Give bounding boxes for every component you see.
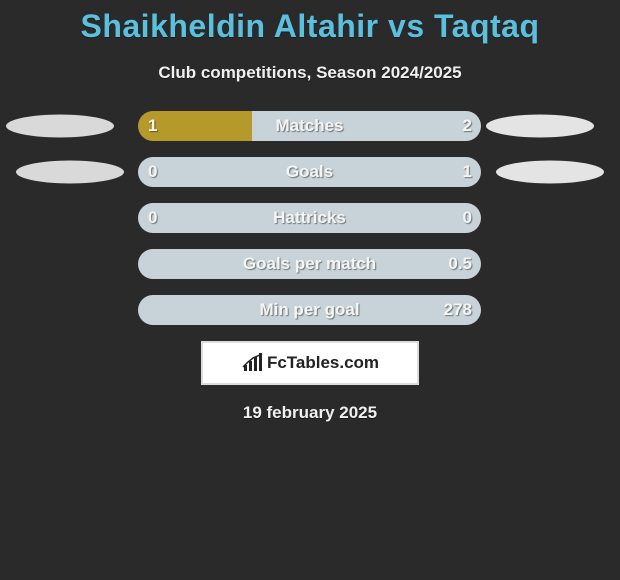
page-subtitle: Club competitions, Season 2024/2025 (0, 63, 620, 83)
player-right-marker (496, 161, 604, 184)
page-title: Shaikheldin Altahir vs Taqtaq (0, 0, 620, 45)
stat-bar-right (138, 157, 481, 187)
player-left-marker (6, 115, 114, 138)
stat-row: Hattricks00 (0, 203, 620, 233)
stat-bar-left (138, 111, 252, 141)
stat-row: Goals per match0.5 (0, 249, 620, 279)
stat-bar (138, 203, 481, 233)
stat-row: Min per goal278 (0, 295, 620, 325)
stat-bar-right (138, 203, 481, 233)
stat-row: Goals01 (0, 157, 620, 187)
brand-box: FcTables.com (201, 341, 419, 385)
stat-bar (138, 111, 481, 141)
brand-chart-icon (241, 353, 265, 373)
comparison-chart: Matches12 Goals01 Hattricks00 Goals per mat… (0, 111, 620, 325)
stat-bar (138, 249, 481, 279)
stat-bar-right (138, 249, 481, 279)
player-left-marker (16, 161, 124, 184)
date-text: 19 february 2025 (0, 403, 620, 423)
player-right-marker (486, 115, 594, 138)
stat-row: Matches12 (0, 111, 620, 141)
brand-box-inner: FcTables.com (203, 343, 417, 383)
brand-text: FcTables.com (267, 353, 379, 373)
stat-bar-right (252, 111, 481, 141)
stat-bar (138, 295, 481, 325)
stat-bar-right (138, 295, 481, 325)
stat-bar (138, 157, 481, 187)
